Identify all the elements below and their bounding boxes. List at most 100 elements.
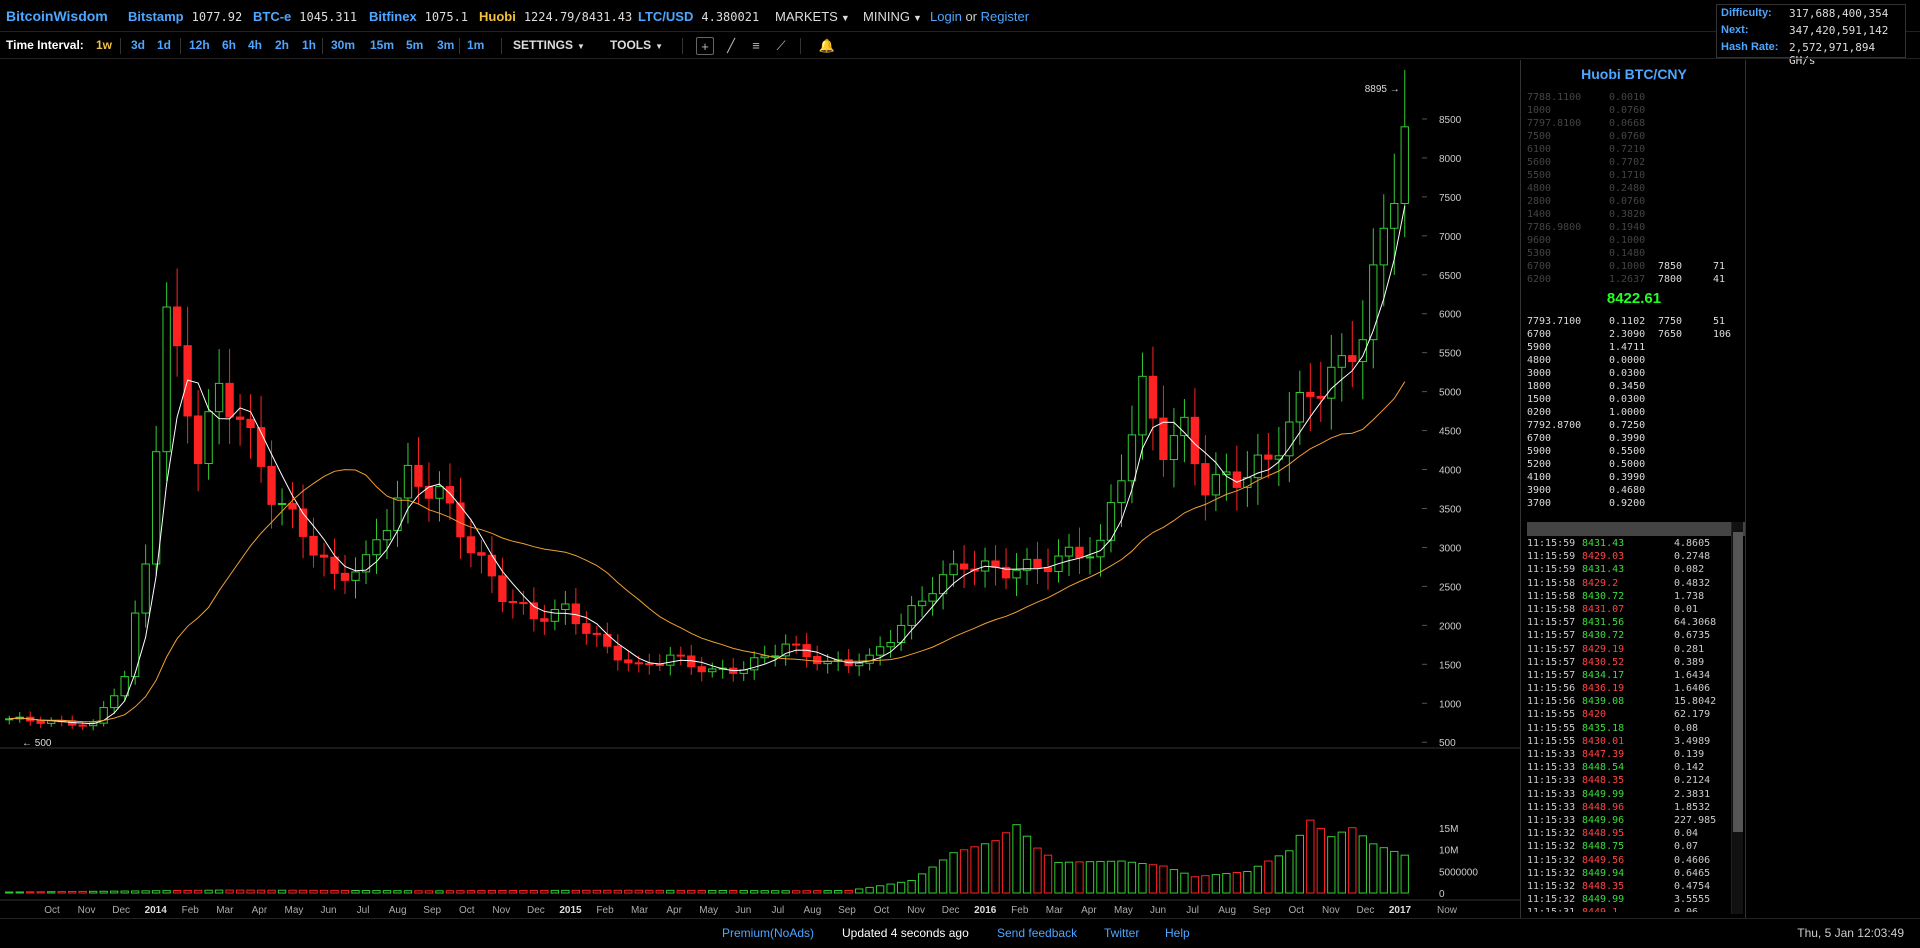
volume-bar	[151, 890, 161, 894]
trade-price: 8431.43	[1582, 564, 1625, 576]
ticker-name[interactable]: Bitstamp	[128, 9, 184, 24]
markets-menu[interactable]: MARKETS ▼	[775, 9, 850, 24]
volume-bar	[1222, 873, 1231, 894]
trade-scrollbar[interactable]	[1731, 522, 1743, 914]
candle-body	[382, 530, 392, 541]
chevron-down-icon: ▼	[577, 42, 585, 51]
trade-time: 11:15:58	[1527, 603, 1576, 615]
interval-1w[interactable]: 1w	[96, 38, 113, 52]
orderbook-row: 7792.8700 0.7250	[1527, 420, 1741, 433]
x-axis-label: Now	[1437, 905, 1458, 916]
volume-tick-label: 10M	[1439, 846, 1458, 857]
trade-amount: 0.6735	[1674, 630, 1711, 642]
interval-1h[interactable]: 1h	[302, 38, 317, 52]
feedback-link[interactable]: Send feedback	[997, 926, 1078, 940]
orderbook-row: 5500 0.1710	[1527, 170, 1741, 183]
trade-amount: 1.738	[1674, 590, 1705, 602]
ticker-4[interactable]: LTC/USD 4.380021	[638, 9, 759, 24]
interval-3m[interactable]: 3m	[437, 38, 455, 52]
crosshair-icon[interactable]: +	[696, 37, 714, 55]
bell-icon[interactable]: 🔔	[818, 38, 836, 53]
interval-15m[interactable]: 15m	[370, 38, 395, 52]
candle-body	[78, 724, 87, 727]
x-axis-label: 2017	[1389, 905, 1412, 916]
trade-price: 8434.17	[1582, 669, 1625, 681]
ticker-name[interactable]: BTC-e	[253, 9, 292, 24]
candle-body	[1358, 339, 1367, 363]
interval-30m[interactable]: 30m	[331, 38, 356, 52]
volume-bar	[1316, 827, 1325, 894]
ticker-1[interactable]: BTC-e 1045.311	[253, 9, 357, 24]
orderbook-cell: 0200	[1527, 407, 1552, 418]
orderbook-cell: 5600	[1527, 157, 1552, 168]
divider	[120, 38, 121, 54]
divider	[682, 38, 683, 54]
orderbook-cell: 1400	[1527, 209, 1552, 220]
orderbook-cell: 6700	[1527, 433, 1552, 444]
orderbook-cell: 0.1710	[1609, 170, 1646, 181]
help-link[interactable]: Help	[1165, 926, 1190, 940]
x-axis-label: Mar	[1046, 905, 1064, 916]
interval-6h[interactable]: 6h	[222, 38, 237, 52]
trade-amount: 3.4989	[1674, 735, 1711, 747]
candle-body	[1306, 392, 1315, 397]
price-tick-label: 500	[1439, 738, 1456, 749]
volume-bar	[47, 891, 56, 894]
volume-bar	[351, 889, 360, 894]
chevron-down-icon: ▼	[912, 13, 922, 23]
orderbook-cell: 0.7210	[1609, 144, 1646, 155]
twitter-link[interactable]: Twitter	[1104, 926, 1140, 940]
volume-bar	[949, 852, 958, 894]
candle-body	[697, 666, 706, 673]
login-link[interactable]: Login	[930, 9, 962, 24]
x-axis-label: Jun	[1150, 905, 1166, 916]
trade-amount: 0.082	[1674, 564, 1705, 576]
interval-1d[interactable]: 1d	[157, 38, 172, 52]
price-tick-label: 3000	[1439, 543, 1462, 554]
tools-menu[interactable]: TOOLS ▼	[610, 38, 664, 52]
scrollbar-thumb[interactable]	[1733, 532, 1743, 832]
interval-1m[interactable]: 1m	[467, 38, 485, 52]
orderbook-row: 3900 0.4680	[1527, 485, 1741, 498]
interval-5m[interactable]: 5m	[406, 38, 424, 52]
candle-body	[519, 602, 528, 605]
volume-bar	[718, 889, 727, 894]
price-chart[interactable]: 500 1000 1500 2000 2500 3000 3500 4000 4500 5000 5…	[0, 60, 1520, 918]
volume-bar	[162, 890, 171, 894]
ticker-name[interactable]: Huobi	[479, 9, 516, 24]
trade-price: 8430.52	[1582, 656, 1625, 668]
fibonacci-icon[interactable]: ⟋	[776, 38, 786, 53]
volume-bar	[624, 889, 633, 894]
orderbook-cell: 6700	[1527, 329, 1552, 340]
interval-3d[interactable]: 3d	[131, 38, 146, 52]
ticker-2[interactable]: Bitfinex 1075.1	[369, 9, 468, 24]
volume-bar	[708, 889, 717, 894]
register-link[interactable]: Register	[980, 9, 1030, 24]
brand-logo[interactable]: BitcoinWisdom	[6, 8, 108, 24]
volume-bar	[550, 889, 560, 894]
volume-bar	[655, 889, 664, 894]
interval-4h[interactable]: 4h	[248, 38, 263, 52]
premium-link[interactable]: Premium(NoAds)	[722, 926, 815, 940]
ticker-name[interactable]: Bitfinex	[369, 9, 417, 24]
trendline-icon[interactable]: ╱	[727, 38, 735, 53]
chevron-down-icon: ▼	[655, 42, 664, 51]
ticker-3[interactable]: Huobi 1224.79/8431.43	[479, 9, 632, 24]
ticker-name[interactable]: LTC/USD	[638, 9, 694, 24]
volume-bar	[1127, 861, 1137, 894]
chart-toolbar: Time Interval: 1w 3d 1d 12h 6h 4h 2h 1h 30m 15m 5m…	[0, 33, 1920, 59]
mining-menu[interactable]: MINING ▼	[863, 9, 922, 24]
ticker-0[interactable]: Bitstamp 1077.92	[128, 9, 242, 24]
orderbook-cell: 0.7702	[1609, 157, 1646, 168]
volume-bar	[309, 889, 318, 894]
candle-body	[414, 464, 423, 487]
orderbook-row: 4800 0.0000	[1527, 355, 1741, 368]
settings-menu[interactable]: SETTINGS ▼	[513, 38, 585, 52]
trade-amount: 0.08	[1674, 722, 1699, 734]
orderbook-cell: 5300	[1527, 248, 1552, 259]
trade-time: 11:15:31	[1527, 907, 1575, 912]
interval-12h[interactable]: 12h	[189, 38, 210, 52]
interval-2h[interactable]: 2h	[275, 38, 290, 52]
horizontal-lines-icon[interactable]: ≡	[752, 38, 760, 53]
volume-bar	[1358, 835, 1367, 894]
